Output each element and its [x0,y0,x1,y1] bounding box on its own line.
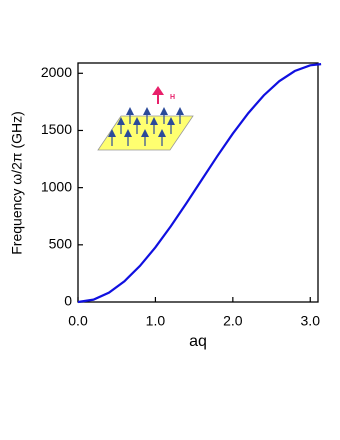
x-tick-label: 0.0 [68,313,88,329]
x-tick-label: 3.0 [301,313,321,329]
y-tick-label: 1500 [41,121,72,137]
x-tick-label: 2.0 [223,313,243,329]
y-tick-label: 500 [49,236,73,252]
field-arrow-head [152,86,164,95]
plot-frame [77,62,319,303]
inset: H [97,86,194,151]
data-line [77,63,322,304]
y-tick-label: 2000 [41,64,72,80]
field-label: H [170,94,175,101]
x-tick-label: 1.0 [146,313,166,329]
y-axis-label: Frequency ω/2π (GHz) [9,111,25,255]
y-tick-label: 1000 [41,178,72,194]
spin-arrows [107,106,185,147]
x-axis-label: aq [189,333,207,350]
y-tick-label: 0 [64,293,72,309]
